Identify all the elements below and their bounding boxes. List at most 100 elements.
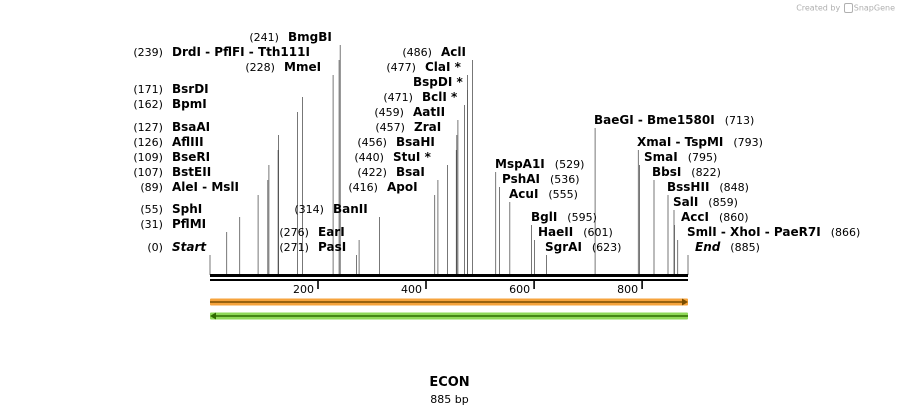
ruler-tick-label: 800 xyxy=(617,283,638,296)
site-drdi-pflfi-tth111i[interactable]: DrdI - PflFI - Tth111I (239) xyxy=(133,45,310,59)
site-position: (440) xyxy=(354,151,384,164)
site-xmai-tspmi[interactable]: XmaI - TspMI (793) xyxy=(637,135,763,149)
site-position: (31) xyxy=(140,218,163,231)
sequence-name: ECON xyxy=(429,375,470,390)
site-smai[interactable]: SmaI (795) xyxy=(644,150,717,164)
forward-feature[interactable] xyxy=(210,298,688,306)
site-position: (314) xyxy=(294,203,324,216)
site-name: BsaI xyxy=(396,165,425,179)
site-name: AflIII xyxy=(172,135,204,149)
site-alei-msli[interactable]: AleI - MslI (89) xyxy=(140,180,239,194)
site-name: SmlI - XhoI - PaeR7I xyxy=(687,225,821,239)
site-mmei[interactable]: MmeI (228) xyxy=(245,60,321,74)
site-eari[interactable]: EarI (276) xyxy=(279,225,344,239)
site-position: (162) xyxy=(133,98,163,111)
dna-backbone xyxy=(210,274,688,281)
site-pasi[interactable]: PasI (271) xyxy=(279,240,346,254)
site-bsteii[interactable]: BstEII (107) xyxy=(133,165,211,179)
site-position: (713) xyxy=(725,114,755,127)
site-name: BsaAI xyxy=(172,120,210,134)
site-name: BspDI * xyxy=(413,75,463,89)
site-position: (271) xyxy=(279,241,309,254)
site-name: SphI xyxy=(172,202,202,216)
site-baegi-bme1580i[interactable]: BaeGI - Bme1580I (713) xyxy=(594,113,754,127)
site-bmgbi[interactable]: BmgBI (241) xyxy=(249,30,331,44)
site-aatii[interactable]: AatII (459) xyxy=(374,105,445,119)
site-position: (456) xyxy=(357,136,387,149)
site-name: SgrAI xyxy=(545,240,582,254)
site-mspa1i[interactable]: MspA1I (529) xyxy=(495,157,584,171)
site-bsaai[interactable]: BsaAI (127) xyxy=(133,120,210,134)
site-sgrai[interactable]: SgrAI (623) xyxy=(545,240,621,254)
site-connectors xyxy=(209,45,689,275)
site-pshai[interactable]: PshAI (536) xyxy=(502,172,580,186)
site-banii[interactable]: BanII (314) xyxy=(294,202,367,216)
site-position: (529) xyxy=(555,158,585,171)
site-sphi[interactable]: SphI (55) xyxy=(140,202,202,216)
site-bsahi[interactable]: BsaHI (456) xyxy=(357,135,435,149)
site-name: PasI xyxy=(318,240,346,254)
site-stui[interactable]: StuI * (440) xyxy=(354,150,431,164)
site-acci[interactable]: AccI (860) xyxy=(681,210,749,224)
site-position: (228) xyxy=(245,61,275,74)
site-name: XmaI - TspMI xyxy=(637,135,723,149)
site-name: SalI xyxy=(673,195,698,209)
site-name: BseRI xyxy=(172,150,210,164)
site-position: (276) xyxy=(279,226,309,239)
site-name: DrdI - PflFI - Tth111I xyxy=(172,45,310,59)
site-position: (885) xyxy=(730,241,760,254)
site-clai[interactable]: ClaI * (477) xyxy=(386,60,461,74)
site-name: HaeII xyxy=(538,225,573,239)
site-sali[interactable]: SalI (859) xyxy=(673,195,738,209)
site-position: (793) xyxy=(733,136,763,149)
created-by-credit: Created by SnapGene xyxy=(796,3,895,13)
site-name: AatII xyxy=(413,105,445,119)
site-acui[interactable]: AcuI (555) xyxy=(509,187,578,201)
ruler-tick-label: 400 xyxy=(401,283,422,296)
site-name: MspA1I xyxy=(495,157,545,171)
site-labels: Start (0) PflMI (31) SphI (55) AleI - MslI (89)… xyxy=(133,30,860,254)
site-name: BclI * xyxy=(422,90,458,104)
reverse-feature[interactable] xyxy=(210,312,688,320)
site-bgli[interactable]: BglI (595) xyxy=(531,210,597,224)
site-bsrdi[interactable]: BsrDI (171) xyxy=(133,82,208,96)
site-name: BglI xyxy=(531,210,557,224)
ruler-tick-label: 600 xyxy=(509,283,530,296)
site-name: AleI - MslI xyxy=(172,180,239,194)
site-bspdi[interactable]: BspDI * xyxy=(413,75,463,89)
site-bpmi[interactable]: BpmI (162) xyxy=(133,97,206,111)
site-bsai[interactable]: BsaI (422) xyxy=(357,165,424,179)
site-haeii[interactable]: HaeII (601) xyxy=(538,225,613,239)
site-bsshii[interactable]: BssHII (848) xyxy=(667,180,749,194)
site-name: Start xyxy=(172,240,207,254)
site-position: (0) xyxy=(147,241,163,254)
site-zrai[interactable]: ZraI (457) xyxy=(375,120,441,134)
ruler-tick-label: 200 xyxy=(293,283,314,296)
site-name: BpmI xyxy=(172,97,207,111)
site-position: (171) xyxy=(133,83,163,96)
site-position: (459) xyxy=(374,106,404,119)
site-position: (127) xyxy=(133,121,163,134)
site-name: PshAI xyxy=(502,172,540,186)
site-name: EarI xyxy=(318,225,345,239)
site-position: (536) xyxy=(550,173,580,186)
site-start[interactable]: Start (0) xyxy=(147,240,207,254)
site-apoi[interactable]: ApoI (416) xyxy=(348,180,417,194)
site-name: BsaHI xyxy=(396,135,435,149)
site-position: (866) xyxy=(831,226,861,239)
site-smli-xhoi-paer7i[interactable]: SmlI - XhoI - PaeR7I (866) xyxy=(687,225,860,239)
site-acli[interactable]: AclI (486) xyxy=(402,45,466,59)
site-bseri[interactable]: BseRI (109) xyxy=(133,150,210,164)
site-position: (126) xyxy=(133,136,163,149)
site-pflmi[interactable]: PflMI (31) xyxy=(140,217,206,231)
site-bcli[interactable]: BclI * (471) xyxy=(383,90,458,104)
site-afliii[interactable]: AflIII (126) xyxy=(133,135,203,149)
site-name: BaeGI - Bme1580I xyxy=(594,113,715,127)
site-position: (848) xyxy=(719,181,749,194)
site-position: (555) xyxy=(548,188,578,201)
site-bbsi[interactable]: BbsI (822) xyxy=(652,165,721,179)
site-name: PflMI xyxy=(172,217,206,231)
site-name: MmeI xyxy=(284,60,321,74)
site-end[interactable]: End (885) xyxy=(695,240,760,254)
